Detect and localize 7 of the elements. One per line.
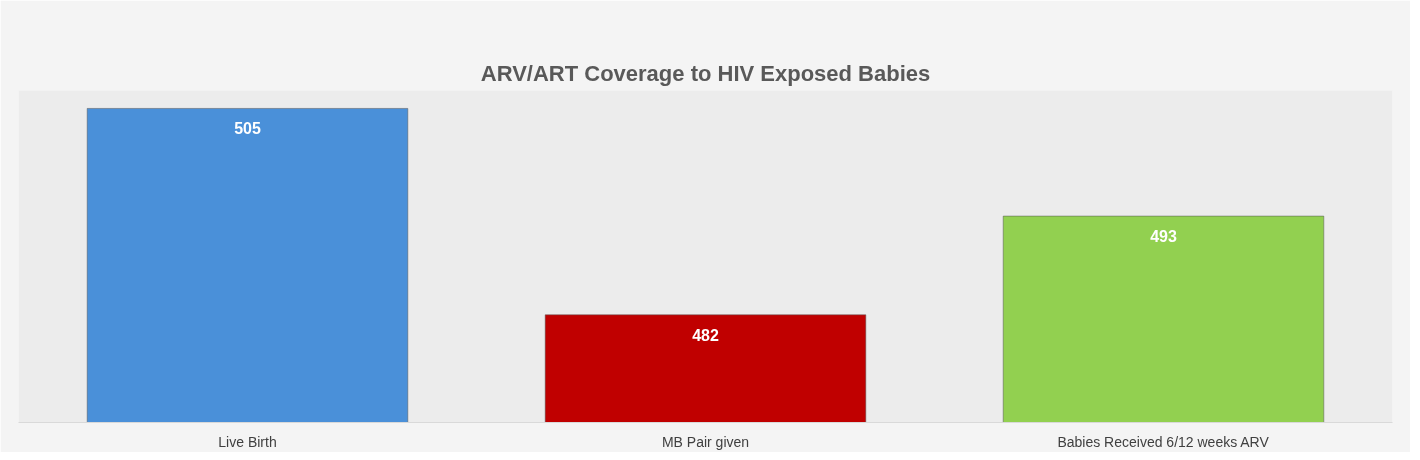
data-label: 482 — [692, 326, 719, 344]
chart-title: ARV/ART Coverage to HIV Exposed Babies — [480, 60, 931, 86]
x-tick-label: Live Birth — [218, 433, 277, 450]
x-tick-label: MB Pair given — [661, 433, 750, 450]
x-tick-label: Babies Received 6/12 weeks ARV — [1057, 433, 1270, 450]
data-label: 505 — [234, 120, 261, 138]
data-label: 493 — [1150, 228, 1177, 246]
